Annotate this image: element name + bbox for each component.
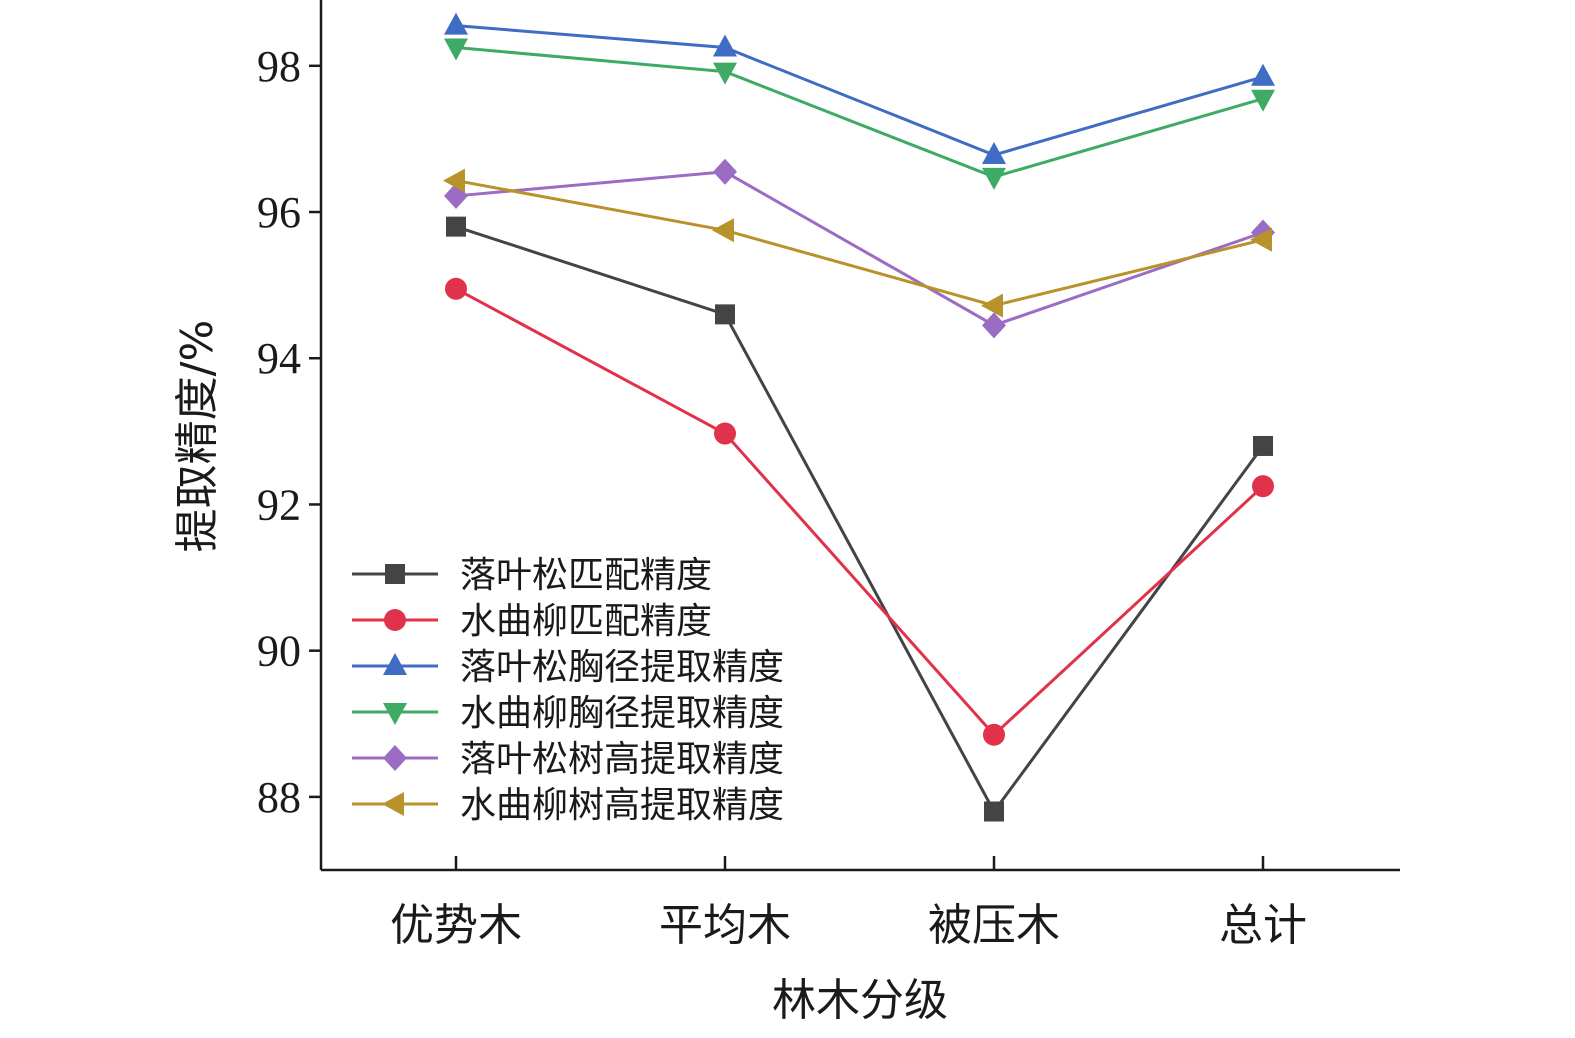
- legend-label: 落叶松匹配精度: [460, 555, 712, 596]
- series-line: [455, 46, 1264, 179]
- series-line: [455, 287, 1265, 737]
- legend-label: 落叶松胸径提取精度: [460, 647, 784, 688]
- x-axis-title: 林木分级: [772, 975, 948, 1026]
- legend-marker: [385, 564, 405, 584]
- legend: 落叶松匹配精度水曲柳匹配精度落叶松胸径提取精度水曲柳胸径提取精度落叶松树高提取精…: [352, 555, 784, 826]
- y-tick-label: 88: [257, 773, 301, 822]
- data-point: [714, 422, 736, 445]
- data-point: [444, 38, 468, 61]
- data-point: [1250, 227, 1272, 252]
- data-point: [445, 277, 467, 300]
- data-point: [983, 723, 1005, 746]
- data-point: [982, 167, 1006, 190]
- legend-item: 水曲柳胸径提取精度: [352, 693, 784, 734]
- data-point: [712, 218, 734, 243]
- series-line: [455, 179, 1264, 308]
- y-tick-label: 94: [257, 334, 301, 383]
- series-1: [446, 216, 1273, 822]
- data-point: [1251, 63, 1275, 86]
- legend-marker: [382, 792, 404, 816]
- legend-item: 水曲柳树高提取精度: [352, 785, 784, 826]
- data-point: [984, 801, 1004, 822]
- data-point: [715, 304, 735, 325]
- legend-marker: [383, 653, 407, 675]
- data-point: [982, 312, 1006, 339]
- x-tick-label: 总计: [1219, 900, 1307, 951]
- x-ticks: 优势木 平均木 被压木 总计: [390, 856, 1307, 951]
- legend-item: 落叶松树高提取精度: [352, 739, 784, 780]
- series-line: [455, 24, 1264, 157]
- data-point: [444, 12, 468, 35]
- x-tick-label: 平均木: [659, 900, 791, 951]
- data-point: [981, 293, 1003, 318]
- legend-label: 水曲柳胸径提取精度: [460, 693, 784, 734]
- data-point: [1251, 89, 1275, 112]
- data-point: [1252, 475, 1274, 498]
- legend-label: 落叶松树高提取精度: [460, 739, 784, 780]
- data-point: [443, 168, 465, 193]
- y-axis-title: 提取精度/%: [172, 320, 223, 553]
- legend-item: 水曲柳匹配精度: [352, 601, 712, 642]
- series-layer: [443, 12, 1275, 822]
- y-tick-label: 92: [257, 480, 301, 529]
- legend-item: 落叶松匹配精度: [352, 555, 712, 596]
- y-tick-label: 96: [257, 188, 301, 237]
- legend-item: 落叶松胸径提取精度: [352, 647, 784, 688]
- axes: [319, 0, 1400, 872]
- legend-label: 水曲柳匹配精度: [460, 601, 712, 642]
- data-point: [446, 216, 466, 237]
- x-tick-label: 被压木: [928, 900, 1060, 951]
- legend-marker: [383, 745, 407, 771]
- legend-label: 水曲柳树高提取精度: [460, 785, 784, 826]
- series-line: [455, 170, 1264, 327]
- data-point: [1253, 435, 1273, 456]
- y-tick-label: 98: [257, 42, 301, 91]
- data-point: [713, 34, 737, 57]
- legend-marker: [383, 703, 407, 725]
- series-3: [444, 12, 1275, 164]
- series-line: [455, 225, 1265, 815]
- y-ticks: 88 90 92 94 96 98: [257, 42, 321, 822]
- data-point: [713, 62, 737, 85]
- series-4: [444, 38, 1275, 190]
- series-2: [445, 277, 1274, 746]
- data-point: [982, 141, 1006, 164]
- y-tick-label: 90: [257, 627, 301, 676]
- legend-marker: [384, 609, 406, 631]
- x-tick-label: 优势木: [390, 900, 522, 951]
- series-6: [443, 168, 1272, 318]
- series-5: [444, 158, 1275, 339]
- data-point: [713, 158, 737, 185]
